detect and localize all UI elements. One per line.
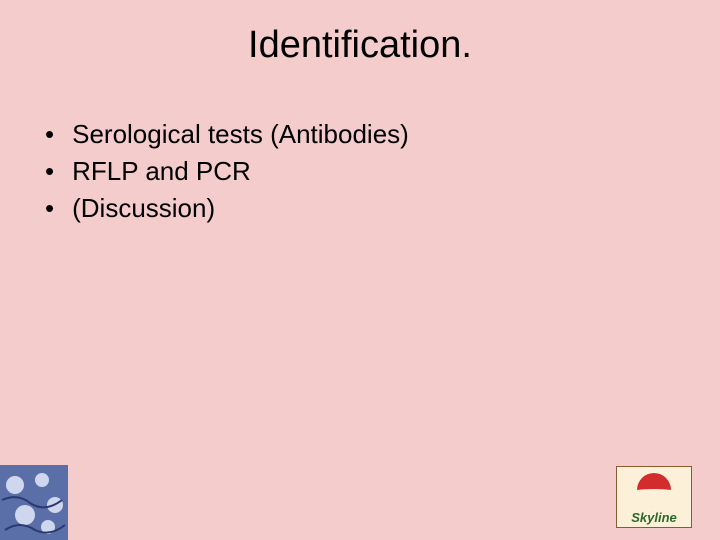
bullet-text: RFLP and PCR <box>72 156 251 187</box>
skyline-logo: Skyline <box>616 466 692 528</box>
bullet-icon: • <box>45 195 54 221</box>
slide-title: Identification. <box>0 0 720 67</box>
skyline-label: Skyline <box>617 510 691 525</box>
bullet-list: • Serological tests (Antibodies) • RFLP … <box>45 119 720 224</box>
list-item: • (Discussion) <box>45 193 720 224</box>
bullet-text: Serological tests (Antibodies) <box>72 119 409 150</box>
bottom-left-logo <box>0 465 68 540</box>
list-item: • Serological tests (Antibodies) <box>45 119 720 150</box>
bullet-text: (Discussion) <box>72 193 215 224</box>
list-item: • RFLP and PCR <box>45 156 720 187</box>
wave-icon <box>621 497 689 507</box>
bullet-icon: • <box>45 158 54 184</box>
blue-tile-icon <box>0 465 68 540</box>
bullet-icon: • <box>45 121 54 147</box>
